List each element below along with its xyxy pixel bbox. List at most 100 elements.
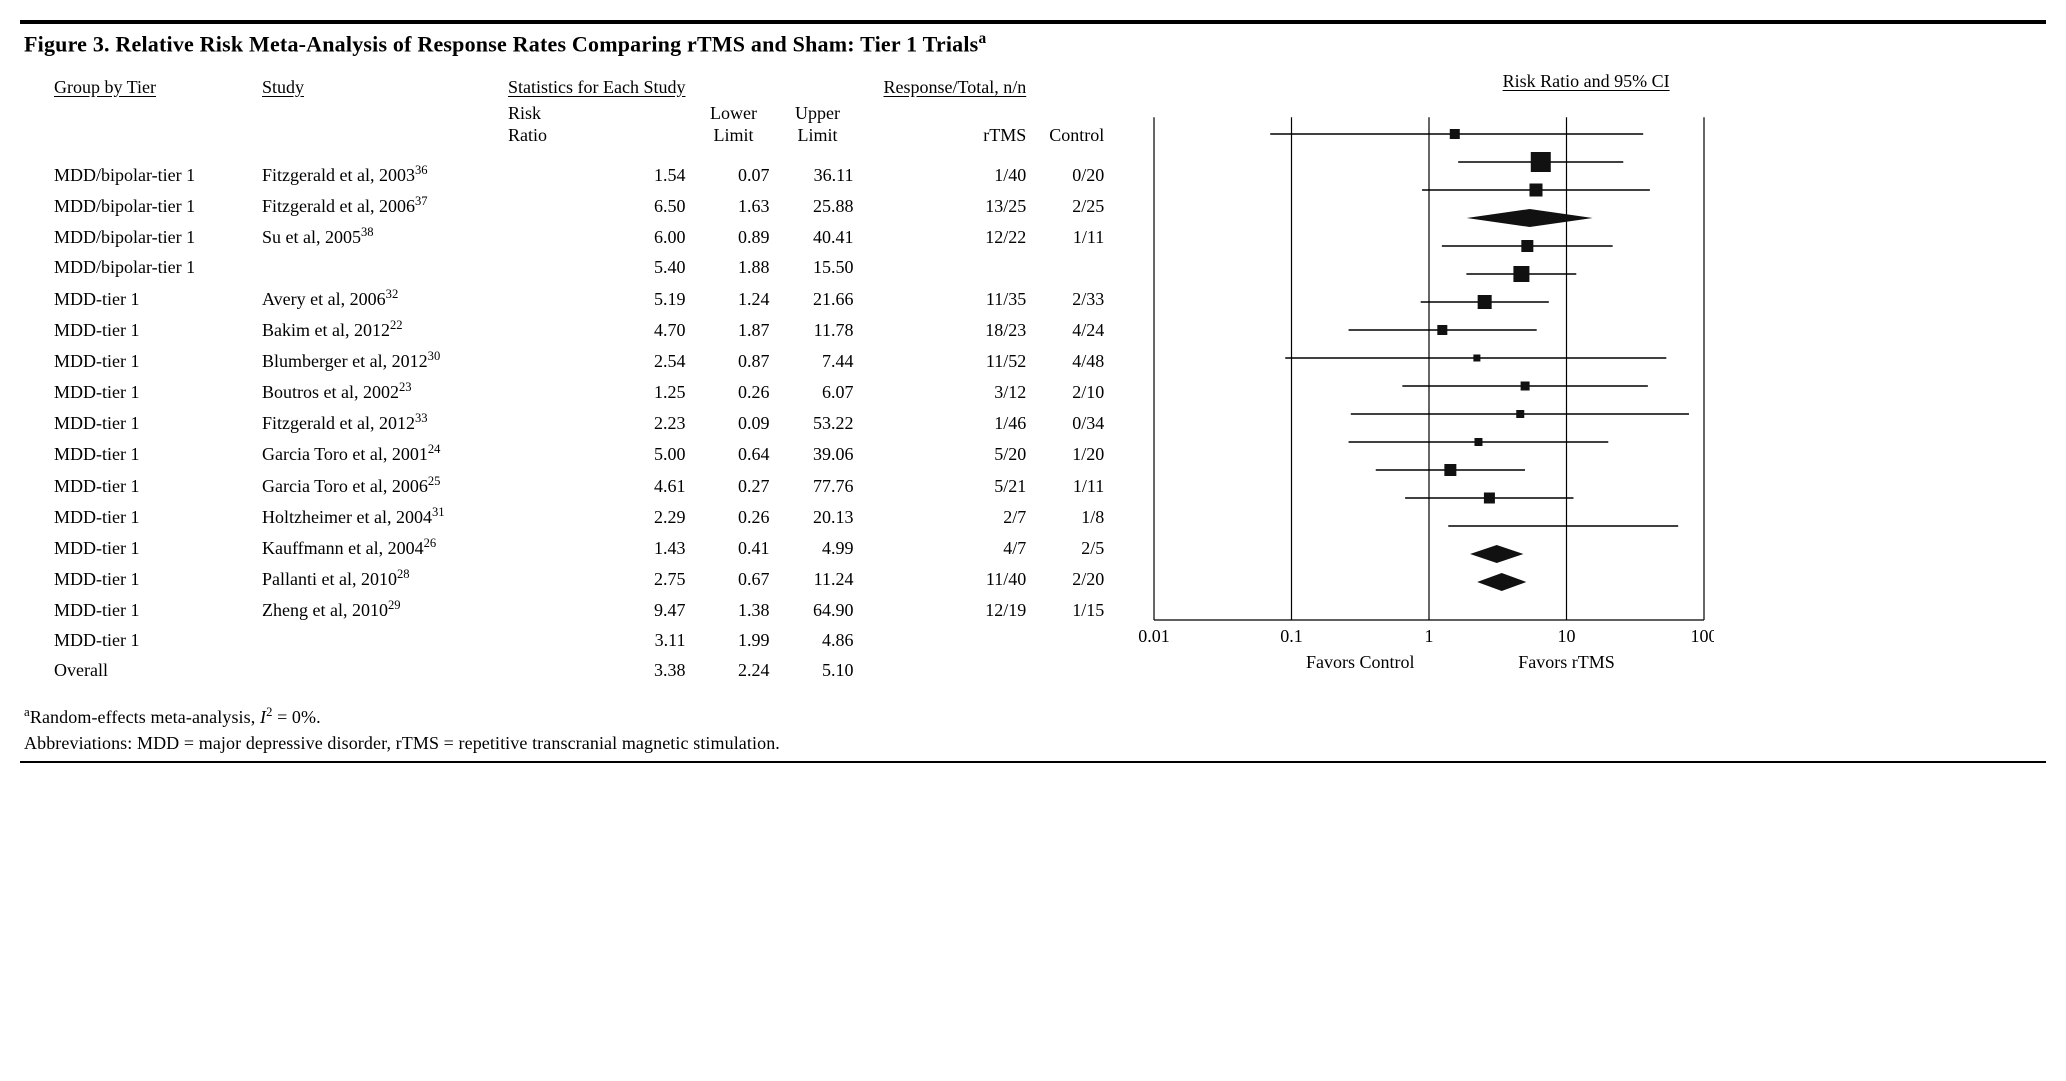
cell-study: Avery et al, 200632 [256, 282, 502, 313]
cell-group: MDD-tier 1 [48, 438, 256, 469]
cell-ul: 64.90 [775, 594, 859, 625]
figure-container: Figure 3. Relative Risk Meta-Analysis of… [20, 20, 2046, 763]
cell-rtms [877, 625, 1032, 655]
cell-rtms [877, 655, 1032, 685]
cell-ll: 1.38 [691, 594, 775, 625]
cell-rtms: 12/22 [877, 221, 1032, 252]
cell-study: Holtzheimer et al, 200431 [256, 500, 502, 531]
hdr-rr: RiskRatio [502, 101, 691, 158]
cell-group: MDD-tier 1 [48, 345, 256, 376]
cell-ul: 36.11 [775, 159, 859, 190]
table-row: MDD-tier 1Bakim et al, 2012224.701.8711.… [48, 313, 1110, 344]
cell-ul: 6.07 [775, 376, 859, 407]
cell-rr: 5.19 [502, 282, 691, 313]
cell-rtms: 5/20 [877, 438, 1032, 469]
cell-rr: 1.25 [502, 376, 691, 407]
cell-ll: 1.63 [691, 190, 775, 221]
cell-study: Fitzgerald et al, 201233 [256, 407, 502, 438]
cell-study: Garcia Toro et al, 200625 [256, 469, 502, 500]
cell-group: MDD/bipolar-tier 1 [48, 159, 256, 190]
cell-rtms: 4/7 [877, 532, 1032, 563]
table-row: MDD/bipolar-tier 1Fitzgerald et al, 2003… [48, 159, 1110, 190]
cell-group: MDD-tier 1 [48, 376, 256, 407]
cell-ul: 5.10 [775, 655, 859, 685]
cell-rtms: 3/12 [877, 376, 1032, 407]
hdr-study: Study [256, 71, 502, 101]
cell-ll: 0.67 [691, 563, 775, 594]
cell-ctrl [1032, 625, 1110, 655]
svg-text:0.01: 0.01 [1138, 626, 1170, 646]
cell-rtms: 11/52 [877, 345, 1032, 376]
cell-ctrl [1032, 655, 1110, 685]
cell-group: MDD-tier 1 [48, 500, 256, 531]
cell-rr: 6.50 [502, 190, 691, 221]
table-row: MDD-tier 1Fitzgerald et al, 2012332.230.… [48, 407, 1110, 438]
cell-ll: 0.89 [691, 221, 775, 252]
cell-rr: 2.75 [502, 563, 691, 594]
cell-group: MDD-tier 1 [48, 282, 256, 313]
cell-study: Bakim et al, 201222 [256, 313, 502, 344]
cell-rr: 9.47 [502, 594, 691, 625]
cell-ll: 0.26 [691, 376, 775, 407]
forest-plot: Risk Ratio and 95% CI 0.010.1110100Favor… [1110, 71, 2038, 685]
cell-ul: 11.24 [775, 563, 859, 594]
footnote-a-t1: Random-effects meta-analysis, [30, 707, 260, 727]
svg-text:Favors rTMS: Favors rTMS [1518, 652, 1615, 672]
table-row: MDD-tier 1Pallanti et al, 2010282.750.67… [48, 563, 1110, 594]
cell-study: Pallanti et al, 201028 [256, 563, 502, 594]
cell-study: Boutros et al, 200223 [256, 376, 502, 407]
cell-study: Blumberger et al, 201230 [256, 345, 502, 376]
cell-ul: 53.22 [775, 407, 859, 438]
cell-ctrl: 4/24 [1032, 313, 1110, 344]
cell-ctrl: 2/10 [1032, 376, 1110, 407]
cell-rr: 3.38 [502, 655, 691, 685]
cell-study [256, 655, 502, 685]
cell-ul: 4.86 [775, 625, 859, 655]
hdr-rtms: rTMS [877, 101, 1032, 158]
cell-group: MDD/bipolar-tier 1 [48, 221, 256, 252]
cell-ctrl: 1/8 [1032, 500, 1110, 531]
cell-rtms: 1/46 [877, 407, 1032, 438]
cell-rtms: 13/25 [877, 190, 1032, 221]
footnote-abbr: Abbreviations: MDD = major depressive di… [24, 730, 2046, 756]
table-row: MDD/bipolar-tier 1Fitzgerald et al, 2006… [48, 190, 1110, 221]
cell-ll: 0.27 [691, 469, 775, 500]
svg-text:10: 10 [1558, 626, 1576, 646]
svg-text:Favors Control: Favors Control [1306, 652, 1415, 672]
footnotes: aRandom-effects meta-analysis, I2 = 0%. … [20, 697, 2046, 760]
hdr-ul: UpperLimit [775, 101, 859, 158]
hdr-ctrl: Control [1032, 101, 1110, 158]
cell-rtms [877, 252, 1032, 282]
hdr-ll: LowerLimit [691, 101, 775, 158]
cell-group: MDD-tier 1 [48, 407, 256, 438]
cell-study: Zheng et al, 201029 [256, 594, 502, 625]
cell-ul: 25.88 [775, 190, 859, 221]
cell-ctrl: 1/11 [1032, 221, 1110, 252]
cell-ul: 4.99 [775, 532, 859, 563]
cell-group: MDD/bipolar-tier 1 [48, 252, 256, 282]
forest-svg: 0.010.1110100Favors ControlFavors rTMS [1134, 68, 1714, 680]
hdr-resp: Response/Total, n/n [877, 71, 1032, 101]
table-row: MDD-tier 1Kauffmann et al, 2004261.430.4… [48, 532, 1110, 563]
cell-ctrl: 2/33 [1032, 282, 1110, 313]
figure-title: Figure 3. Relative Risk Meta-Analysis of… [24, 30, 2046, 57]
cell-rtms: 2/7 [877, 500, 1032, 531]
table-row: MDD-tier 1Boutros et al, 2002231.250.266… [48, 376, 1110, 407]
cell-group: MDD-tier 1 [48, 313, 256, 344]
cell-ul: 21.66 [775, 282, 859, 313]
cell-study: Kauffmann et al, 200426 [256, 532, 502, 563]
cell-ctrl: 0/34 [1032, 407, 1110, 438]
cell-group: MDD-tier 1 [48, 469, 256, 500]
cell-rr: 2.23 [502, 407, 691, 438]
table-row: MDD/bipolar-tier 15.401.8815.50 [48, 252, 1110, 282]
cell-ll: 0.87 [691, 345, 775, 376]
cell-group: MDD/bipolar-tier 1 [48, 190, 256, 221]
footnote-a: aRandom-effects meta-analysis, I2 = 0%. [24, 703, 2046, 730]
cell-study: Su et al, 200538 [256, 221, 502, 252]
cell-rr: 5.00 [502, 438, 691, 469]
cell-ll: 0.41 [691, 532, 775, 563]
table-row: MDD-tier 1Zheng et al, 2010299.471.3864.… [48, 594, 1110, 625]
cell-rtms: 5/21 [877, 469, 1032, 500]
cell-rr: 6.00 [502, 221, 691, 252]
cell-ctrl: 2/20 [1032, 563, 1110, 594]
